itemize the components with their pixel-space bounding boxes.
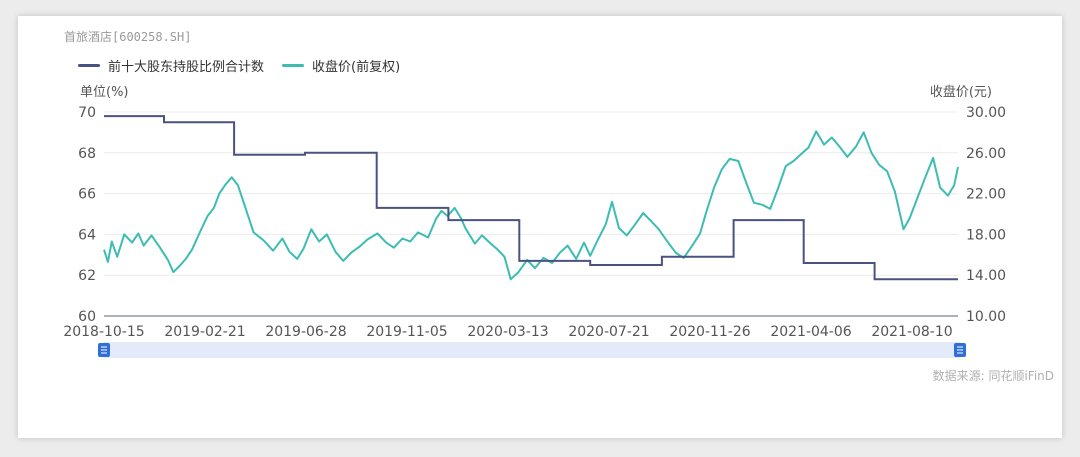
chart-card: 首旅酒店[600258.SH] 前十大股东持股比例合计数 收盘价(前复权) 数据… xyxy=(18,16,1062,438)
right-tick-label: 14.00 xyxy=(966,268,1006,284)
right-tick-label: 18.00 xyxy=(966,227,1006,243)
x-tick-label: 2018-10-15 xyxy=(63,324,144,340)
right-axis-unit: 收盘价(元) xyxy=(930,84,992,100)
series-line-price xyxy=(103,130,959,281)
zoom-handle-right[interactable] xyxy=(954,343,966,357)
x-tick-label: 2021-08-10 xyxy=(871,324,952,340)
legend-swatch-price xyxy=(282,64,305,67)
series xyxy=(103,115,959,281)
left-tick-label: 68 xyxy=(78,146,96,162)
x-tick-label: 2019-06-28 xyxy=(265,324,346,340)
left-tick-label: 66 xyxy=(78,187,96,203)
zoom-handle-left[interactable] xyxy=(98,343,110,357)
left-axis: 70 68 66 64 62 60 xyxy=(78,105,96,325)
series-line-holding xyxy=(104,115,958,281)
right-tick-label: 10.00 xyxy=(966,309,1006,325)
zoom-slider-track[interactable] xyxy=(104,342,960,358)
x-tick-label: 2019-11-05 xyxy=(366,324,447,340)
left-tick-label: 60 xyxy=(78,309,96,325)
legend-swatch-holding xyxy=(78,64,100,67)
zoom-slider[interactable] xyxy=(98,342,966,358)
x-tick-label: 2021-04-06 xyxy=(770,324,851,340)
stock-title: 首旅酒店[600258.SH] xyxy=(64,30,192,44)
right-tick-label: 26.00 xyxy=(966,146,1006,162)
left-tick-label: 70 xyxy=(78,105,96,121)
legend-item-holding[interactable]: 前十大股东持股比例合计数 xyxy=(78,56,264,75)
legend: 前十大股东持股比例合计数 收盘价(前复权) xyxy=(78,56,400,75)
x-tick-label: 2019-02-21 xyxy=(164,324,245,340)
grid xyxy=(104,111,958,317)
left-axis-unit: 单位(%) xyxy=(80,85,129,100)
legend-label-holding: 前十大股东持股比例合计数 xyxy=(108,60,265,75)
right-axis: 30.00 26.00 22.00 18.00 14.00 10.00 xyxy=(966,105,1006,325)
left-tick-label: 62 xyxy=(78,268,96,284)
right-tick-label: 30.00 xyxy=(966,105,1006,121)
left-tick-label: 64 xyxy=(78,227,96,243)
x-tick-label: 2020-03-13 xyxy=(467,324,548,340)
legend-item-price[interactable]: 收盘价(前复权) xyxy=(282,56,400,75)
x-axis: 2018-10-15 2019-02-21 2019-06-28 2019-11-05… xyxy=(63,324,952,340)
right-tick-label: 22.00 xyxy=(966,187,1006,203)
x-tick-label: 2020-11-26 xyxy=(669,324,750,340)
data-source: 数据来源: 同花顺iFinD xyxy=(932,369,1054,383)
x-tick-label: 2020-07-21 xyxy=(568,324,649,340)
legend-label-price: 收盘价(前复权) xyxy=(312,60,401,75)
